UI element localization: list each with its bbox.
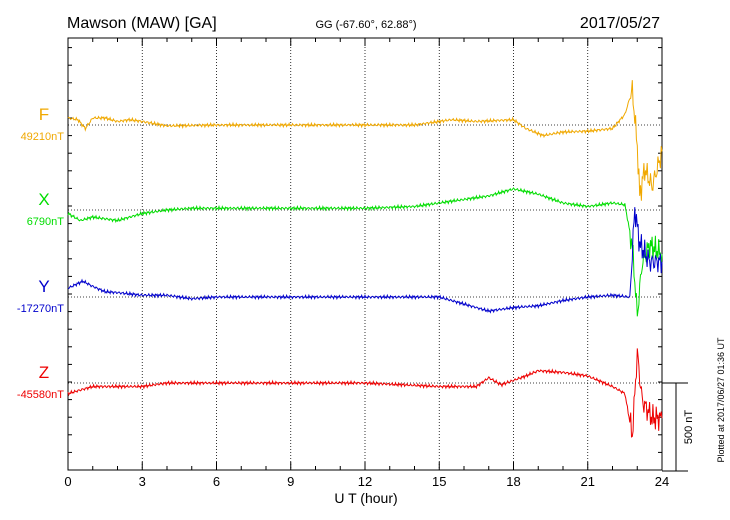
series-name-f: F xyxy=(39,105,49,124)
series-line-z xyxy=(67,348,663,438)
x-tick-label: 21 xyxy=(581,474,595,489)
x-tick-label: 15 xyxy=(432,474,446,489)
x-tick-label: 9 xyxy=(287,474,294,489)
baseline-value-z: -45580nT xyxy=(17,389,64,401)
x-tick-label: 3 xyxy=(139,474,146,489)
series-name-z: Z xyxy=(39,363,49,382)
station-title: Mawson (MAW) [GA] xyxy=(67,15,217,32)
x-tick-label: 0 xyxy=(64,474,71,489)
series-line-x xyxy=(67,187,663,317)
scale-bar-label: 500 nT xyxy=(683,410,695,445)
series-line-f xyxy=(67,80,663,201)
series-line-y xyxy=(67,207,663,314)
grid-lines xyxy=(68,38,662,470)
series-name-y: Y xyxy=(38,277,49,296)
series-labels: F 49210nT X 6790nT Y -17270nT Z -45580nT xyxy=(17,105,64,401)
x-tick-label: 24 xyxy=(655,474,669,489)
plotted-timestamp: Plotted at 2017/06/27 01:36 UT xyxy=(716,337,726,463)
x-tick-label: 6 xyxy=(213,474,220,489)
x-tick-label: 12 xyxy=(358,474,372,489)
x-axis-label: U T (hour) xyxy=(334,490,397,506)
baseline-value-y: -17270nT xyxy=(17,303,64,315)
series-layer xyxy=(67,80,663,438)
baseline-value-x: 6790nT xyxy=(27,216,65,228)
x-tick-label: 18 xyxy=(506,474,520,489)
date-label: 2017/05/27 xyxy=(580,15,660,32)
scale-bar: 500 nT xyxy=(662,382,695,472)
baseline-value-f: 49210nT xyxy=(21,131,65,143)
geographic-coords: GG (-67.60°, 62.88°) xyxy=(315,19,416,31)
series-name-x: X xyxy=(38,190,49,209)
axis-ticks: 0 3 6 9 12 15 18 21 24 xyxy=(64,38,669,489)
